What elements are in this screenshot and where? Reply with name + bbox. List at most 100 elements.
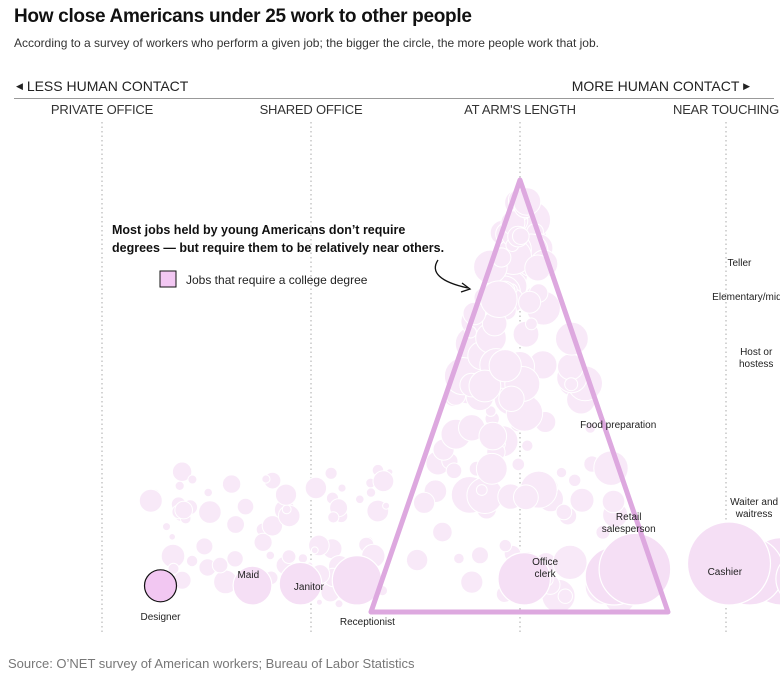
filler-bubble — [187, 474, 198, 485]
filler-bubble — [568, 473, 582, 487]
filler-bubble — [203, 487, 213, 498]
triangle-outline — [368, 177, 671, 615]
filler-bubble — [297, 553, 309, 564]
filler-bubble — [471, 546, 489, 565]
filler-bubble — [167, 562, 180, 575]
filler-bubble — [382, 501, 391, 510]
category-shared-office: SHARED OFFICE — [259, 102, 363, 117]
filler-bubble — [337, 483, 347, 493]
left-arrow-icon: ◀ — [16, 81, 23, 91]
filler-bubble — [355, 494, 365, 505]
filler-bubble — [557, 588, 573, 604]
legend: Jobs that require a college degree — [159, 270, 368, 288]
filler-bubble — [555, 503, 573, 521]
label-1: Maid — [237, 570, 259, 581]
category-near-touching: NEAR TOUCHING — [673, 102, 779, 117]
filler-bubble — [405, 548, 429, 572]
filler-bubble — [511, 457, 526, 472]
filler-bubble — [304, 476, 328, 500]
filler-bubble — [475, 484, 488, 496]
annotation-arrow — [434, 259, 469, 289]
category-arms-length: AT ARM'S LENGTH — [464, 102, 576, 117]
label-3: Receptionist — [340, 617, 395, 628]
chart-title: How close Americans under 25 work to oth… — [14, 6, 472, 27]
job-bubble-maid — [232, 565, 273, 606]
filler-bubble — [569, 487, 595, 513]
filler-bubble — [480, 280, 518, 319]
label-0: Designer — [140, 612, 181, 623]
filler-bubble — [413, 491, 436, 514]
filler-bubble — [281, 504, 292, 515]
filler-bubble — [552, 544, 588, 581]
filler-bubble — [195, 537, 214, 556]
label-4: Office clerk — [532, 557, 558, 580]
label-10: Retail salesperson — [602, 512, 656, 535]
filler-bubble — [236, 497, 255, 516]
label-2: Janitor — [294, 582, 325, 593]
label-6: Elementary/middle school teacher — [712, 292, 780, 303]
filler-bubble — [468, 369, 502, 403]
filler-bubble — [498, 538, 512, 553]
filler-bubble — [460, 570, 484, 594]
filler-bubble — [372, 470, 395, 493]
filler-bubble — [310, 546, 319, 555]
filler-bubble — [518, 290, 542, 314]
axis-rule — [14, 98, 774, 99]
filler-bubble — [475, 452, 508, 485]
filler-bubble — [174, 480, 185, 491]
filler-bubble — [211, 556, 229, 574]
label-8: Food preparation — [580, 420, 656, 431]
annotation-line-1: Most jobs held by young Americans don’t … — [112, 223, 405, 237]
filler-bubble — [564, 377, 579, 392]
filler-bubble — [555, 466, 568, 479]
filler-bubble — [315, 598, 323, 606]
annotation-line-2: degrees — but require them to be relativ… — [112, 241, 444, 255]
job-bubble-retail-salesperson — [598, 532, 672, 606]
filler-bubble — [513, 484, 539, 511]
legend-swatch — [159, 270, 177, 288]
filler-bubble — [226, 550, 244, 568]
job-bubble-office-clerk — [497, 551, 552, 606]
filler-bubble — [265, 550, 276, 561]
filler-bubble — [198, 500, 222, 524]
right-arrow-icon: ▶ — [743, 81, 750, 91]
filler-bubble — [498, 385, 525, 412]
filler-bubble — [584, 422, 597, 434]
job-bubble-designer — [143, 569, 178, 603]
less-contact-text: LESS HUMAN CONTACT — [26, 78, 189, 94]
job-bubble-childcare-worker — [775, 563, 780, 594]
annotation-arrowhead-icon — [460, 282, 472, 293]
filler-bubble — [488, 349, 522, 383]
chart-subtitle: According to a survey of workers who per… — [14, 36, 599, 50]
filler-bubble — [445, 462, 463, 480]
filler-bubble — [168, 533, 176, 541]
filler-bubble — [226, 515, 246, 534]
filler-bubble — [171, 461, 193, 482]
filler-bubble — [174, 500, 193, 520]
filler-bubble — [162, 522, 171, 532]
filler-bubble — [334, 599, 344, 609]
label-11: Waiter and waitress — [730, 497, 778, 520]
filler-bubble — [327, 511, 340, 524]
filler-bubble — [595, 524, 611, 540]
more-contact-text: MORE HUMAN CONTACT — [571, 78, 740, 94]
filler-bubble — [478, 421, 508, 451]
bubble-chart: Designer Maid Janitor Receptionist Office cle… — [101, 122, 780, 632]
filler-bubble — [253, 532, 273, 552]
filler-bubble — [185, 554, 199, 568]
filler-bubble — [261, 474, 271, 484]
filler-bubble — [365, 487, 377, 498]
filler-bubble — [432, 521, 453, 543]
filler-bubble — [274, 483, 298, 506]
filler-bubble — [221, 474, 242, 494]
annotation: Most jobs held by young Americans don’t … — [112, 223, 472, 293]
filler-bubble — [261, 515, 284, 537]
filler-bubble — [512, 227, 530, 245]
more-contact-label: MORE HUMAN CONTACT ▶ — [572, 78, 750, 94]
job-bubble-cashier — [686, 521, 772, 606]
filler-bubble — [521, 439, 534, 452]
source-note: Source: O’NET survey of American workers… — [8, 656, 415, 671]
filler-bubble — [138, 488, 163, 513]
legend-degree-label: Jobs that require a college degree — [186, 273, 368, 287]
filler-bubble — [525, 317, 538, 331]
